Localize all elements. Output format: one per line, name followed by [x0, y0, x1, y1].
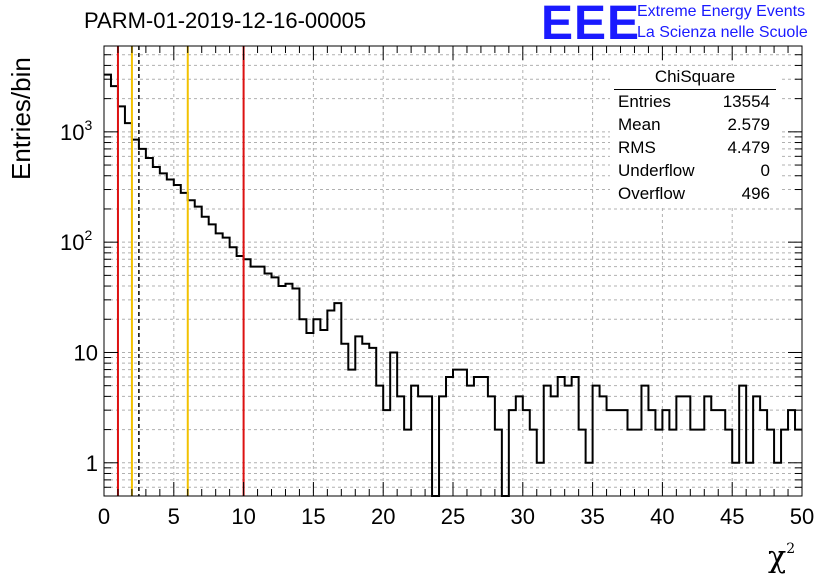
stats-row-underflow: Underflow 0: [610, 159, 780, 182]
stats-row-rms: RMS 4.479: [610, 136, 780, 159]
x-axis-label: χ2: [768, 540, 796, 575]
stats-label: Underflow: [618, 161, 695, 180]
stats-box: ChiSquare Entries 13554 Mean 2.579 RMS 4…: [610, 66, 780, 205]
stats-value: 0: [760, 161, 770, 180]
x-tick-label: 35: [580, 504, 604, 529]
stats-label: Mean: [618, 115, 661, 134]
x-tick-label: 5: [168, 504, 180, 529]
stats-row-overflow: Overflow 496: [610, 182, 780, 205]
org-name-line2: La Scienza nelle Scuole: [637, 24, 808, 41]
x-tick-label: 40: [650, 504, 674, 529]
x-tick-label: 25: [441, 504, 465, 529]
y-axis-label: Entries/bin: [6, 57, 36, 180]
plot-title: PARM-01-2019-12-16-00005: [84, 8, 367, 33]
x-tick-label: 50: [790, 504, 814, 529]
x-tick-label: 15: [301, 504, 325, 529]
stats-label: Overflow: [618, 184, 686, 203]
stats-row-mean: Mean 2.579: [610, 113, 780, 136]
stats-value: 496: [741, 184, 770, 203]
stats-row-entries: Entries 13554: [610, 90, 780, 113]
x-tick-label: 10: [231, 504, 255, 529]
stats-value: 2.579: [727, 115, 770, 134]
x-tick-label: 20: [371, 504, 395, 529]
stats-label: RMS: [618, 138, 656, 157]
y-tick-label: 103: [60, 117, 92, 145]
stats-label: Entries: [618, 92, 671, 111]
eee-logo: EEE: [541, 0, 641, 50]
stats-box-title: ChiSquare: [614, 66, 776, 90]
x-tick-label: 30: [511, 504, 535, 529]
org-name-line1: Extreme Energy Events: [637, 3, 806, 20]
x-tick-label: 45: [720, 504, 744, 529]
x-tick-label: 0: [98, 504, 110, 529]
stats-value: 4.479: [727, 138, 770, 157]
y-tick-label: 10: [74, 340, 98, 365]
y-tick-label: 102: [60, 227, 92, 255]
y-tick-label: 1: [86, 451, 98, 476]
stats-value: 13554: [722, 92, 770, 111]
histogram-series-line: [104, 73, 802, 497]
